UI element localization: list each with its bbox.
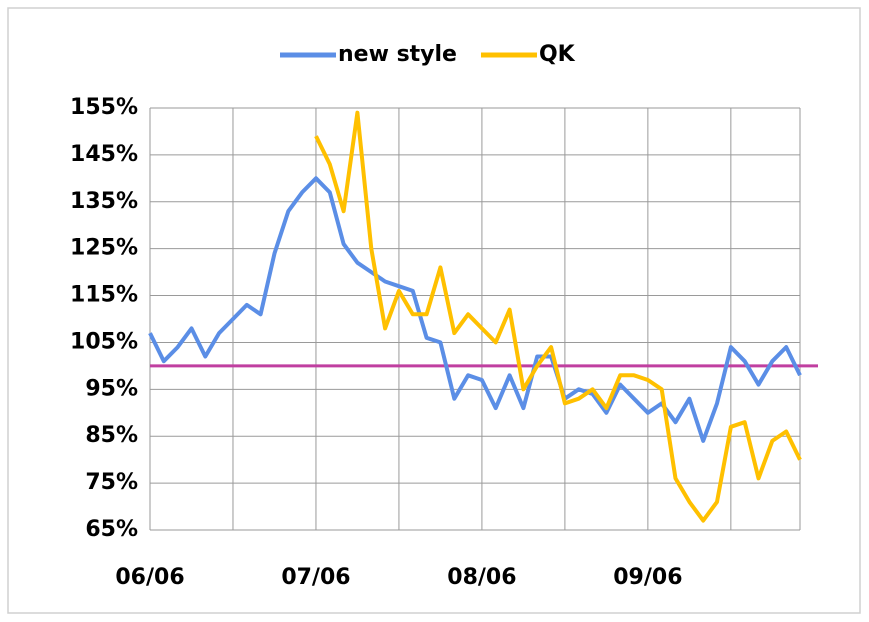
x-tick-label: 06/06: [115, 565, 184, 590]
y-tick-label: 65%: [85, 517, 138, 542]
y-tick-label: 75%: [85, 470, 138, 495]
x-tick-label: 08/06: [447, 565, 516, 590]
y-tick-label: 135%: [70, 189, 138, 214]
legend-label: QK: [539, 42, 576, 67]
y-tick-label: 85%: [85, 423, 138, 448]
y-tick-label: 155%: [70, 95, 138, 120]
y-tick-label: 115%: [70, 283, 138, 308]
x-tick-label: 07/06: [281, 565, 350, 590]
y-tick-label: 105%: [70, 329, 138, 354]
y-tick-label: 145%: [70, 142, 138, 167]
y-tick-label: 95%: [85, 376, 138, 401]
series-line: [148, 176, 802, 443]
y-tick-label: 125%: [70, 236, 138, 261]
legend-label: new style: [338, 42, 457, 67]
x-tick-label: 09/06: [613, 565, 682, 590]
series-line: [314, 110, 802, 523]
